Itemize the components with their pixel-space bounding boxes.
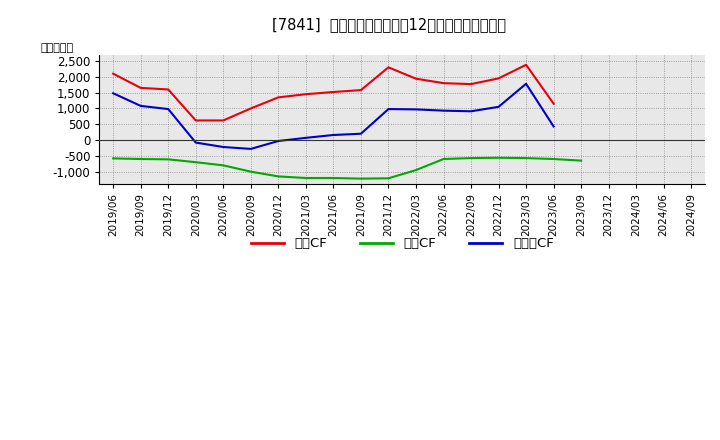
投資CF <box>522 155 531 161</box>
フリーCF <box>384 106 393 112</box>
投資CF <box>329 176 338 181</box>
投資CF <box>356 176 365 181</box>
フリーCF <box>302 135 310 140</box>
Line: 営業CF: 営業CF <box>113 65 554 121</box>
営業CF <box>384 65 393 70</box>
営業CF <box>549 101 558 106</box>
フリーCF <box>494 104 503 110</box>
フリーCF <box>356 131 365 136</box>
投資CF <box>164 157 173 162</box>
営業CF <box>136 85 145 91</box>
営業CF <box>246 106 255 111</box>
Line: フリーCF: フリーCF <box>113 84 554 149</box>
フリーCF <box>329 132 338 138</box>
投資CF <box>549 156 558 161</box>
投資CF <box>412 168 420 173</box>
フリーCF <box>246 146 255 151</box>
営業CF <box>522 62 531 67</box>
投資CF <box>246 169 255 174</box>
フリーCF <box>549 124 558 129</box>
投資CF <box>192 160 200 165</box>
投資CF <box>136 156 145 161</box>
営業CF <box>109 71 117 76</box>
フリーCF <box>467 109 475 114</box>
投資CF <box>274 174 283 179</box>
投資CF <box>384 176 393 181</box>
投資CF <box>219 163 228 168</box>
営業CF <box>219 118 228 123</box>
フリーCF <box>136 103 145 109</box>
営業CF <box>192 118 200 123</box>
投資CF <box>439 156 448 161</box>
営業CF <box>494 76 503 81</box>
フリーCF <box>109 91 117 96</box>
フリーCF <box>192 140 200 145</box>
フリーCF <box>164 106 173 112</box>
投資CF <box>577 158 585 163</box>
フリーCF <box>522 81 531 86</box>
Text: [7841]  キャッシュフローの12か月移動合計の推移: [7841] キャッシュフローの12か月移動合計の推移 <box>272 18 505 33</box>
営業CF <box>467 81 475 87</box>
営業CF <box>274 95 283 100</box>
フリーCF <box>439 108 448 113</box>
営業CF <box>356 88 365 93</box>
投資CF <box>494 155 503 161</box>
Legend: 営業CF, 投資CF, フリーCF: 営業CF, 投資CF, フリーCF <box>246 232 559 256</box>
営業CF <box>412 76 420 81</box>
営業CF <box>439 81 448 86</box>
投資CF <box>109 156 117 161</box>
投資CF <box>467 155 475 161</box>
フリーCF <box>274 138 283 143</box>
営業CF <box>164 87 173 92</box>
フリーCF <box>412 107 420 112</box>
営業CF <box>329 89 338 95</box>
投資CF <box>302 176 310 181</box>
Line: 投資CF: 投資CF <box>113 158 581 179</box>
営業CF <box>302 92 310 97</box>
フリーCF <box>219 144 228 150</box>
Y-axis label: （百万円）: （百万円） <box>40 44 73 53</box>
